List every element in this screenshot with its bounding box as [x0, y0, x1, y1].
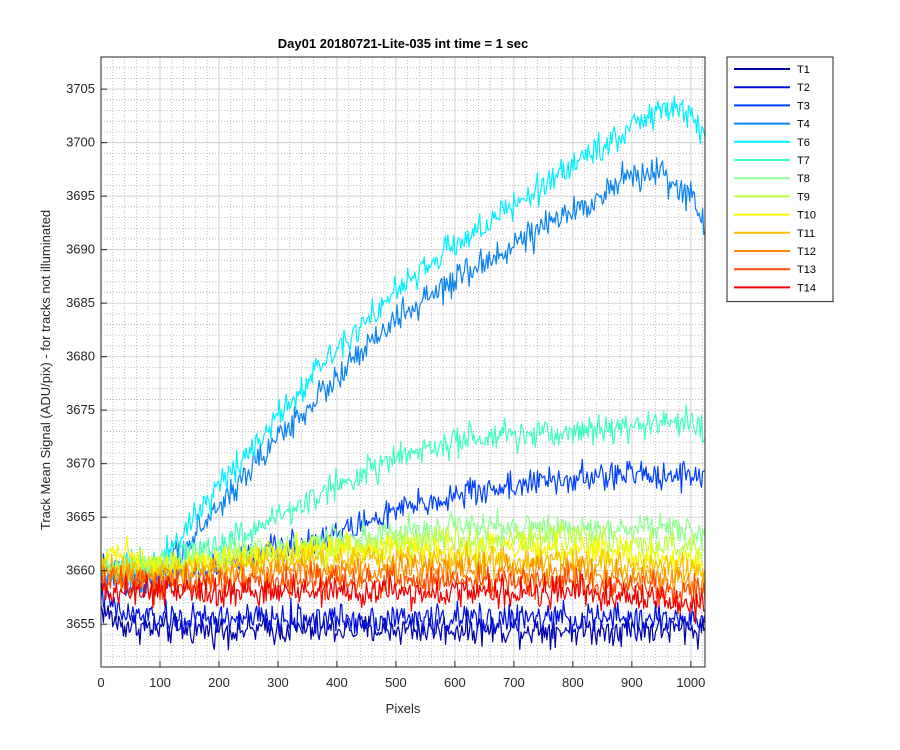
x-axis-label: Pixels: [386, 701, 421, 716]
legend-label-T7: T7: [797, 155, 810, 167]
y-tick-label: 3675: [66, 402, 95, 417]
legend-label-T3: T3: [797, 100, 810, 112]
y-tick-label: 3680: [66, 349, 95, 364]
legend-label-T8: T8: [797, 173, 810, 185]
x-tick-label: 200: [208, 675, 230, 690]
series-line-T12: [101, 552, 705, 595]
series-line-T1: [101, 603, 705, 651]
y-tick-label: 3685: [66, 295, 95, 310]
x-tick-label: 600: [444, 675, 466, 690]
series-layer: [101, 95, 705, 651]
plot-area: 0 100 200 300 400 500 600 700 800 900 1000 3655 366…: [66, 56, 706, 690]
y-tick-label: 3655: [66, 616, 95, 631]
x-tick-label: 0: [97, 675, 104, 690]
legend-label-T10: T10: [797, 210, 816, 222]
x-tick-label: 400: [326, 675, 348, 690]
legend-label-T4: T4: [797, 119, 810, 131]
series-line-T14: [101, 573, 705, 625]
y-tick-label: 3695: [66, 188, 95, 203]
legend-label-T13: T13: [797, 264, 816, 276]
legend: T1 T2 T3 T4 T6 T7 T8 T9 T10 T11 T12 T13 T14: [726, 56, 834, 303]
y-tick-label: 3670: [66, 456, 95, 471]
legend-box: [726, 56, 834, 303]
chart-title: Day01 20180721-Lite-035 int time = 1 sec: [278, 36, 528, 51]
y-tick-label: 3690: [66, 242, 95, 257]
series-line-T6: [101, 95, 705, 584]
legend-label-T11: T11: [797, 228, 815, 240]
legend-label-T14: T14: [797, 282, 816, 294]
axes-box: [100, 56, 706, 668]
y-axis-label: Track Mean Signal (ADU/pix) - for tracks…: [38, 210, 53, 530]
x-tick-label: 1000: [676, 675, 705, 690]
legend-label-T2: T2: [797, 82, 810, 94]
y-tick-label: 3660: [66, 563, 95, 578]
series-line-T7: [101, 404, 705, 583]
x-tick-label: 300: [267, 675, 289, 690]
series-line-T4: [101, 157, 705, 594]
series-line-T11: [101, 540, 705, 587]
y-tick-label: 3665: [66, 509, 95, 524]
x-tick-label: 900: [621, 675, 643, 690]
y-tick-label: 3705: [66, 81, 95, 96]
legend-label-T1: T1: [797, 64, 810, 76]
legend-label-T6: T6: [797, 137, 810, 149]
y-axis-ticks: 3655 3660 3665 3670 3675 3680 3685 3690 3695 3700…: [66, 81, 107, 631]
y-tick-label: 3700: [66, 135, 95, 150]
x-axis-ticks: 0 100 200 300 400 500 600 700 800 900 1000: [97, 661, 705, 690]
x-tick-label: 800: [562, 675, 584, 690]
legend-label-T9: T9: [797, 191, 810, 203]
x-tick-label: 100: [149, 675, 171, 690]
legend-label-T12: T12: [797, 246, 816, 258]
series-line-T2: [101, 582, 705, 640]
x-tick-label: 500: [385, 675, 407, 690]
x-tick-label: 700: [503, 675, 525, 690]
series-line-T10: [101, 530, 705, 583]
